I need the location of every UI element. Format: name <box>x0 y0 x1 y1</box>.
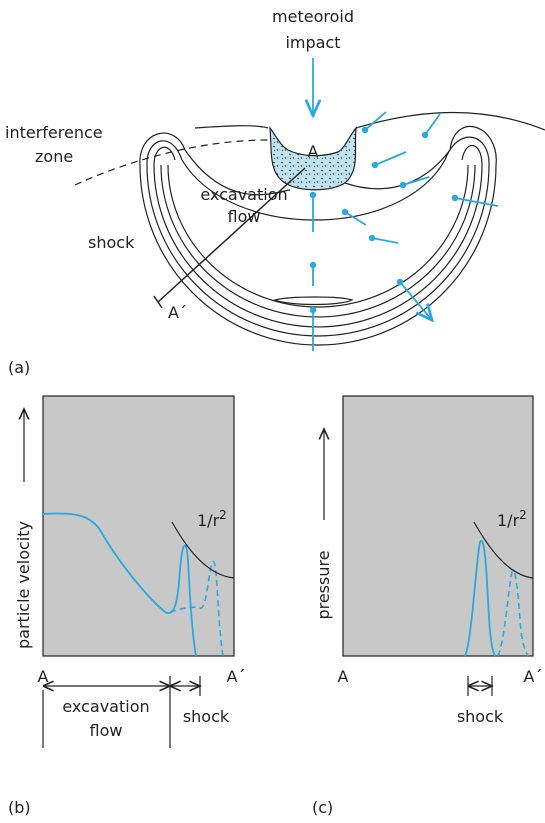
excavation-label: excavation <box>62 697 149 716</box>
section-line <box>157 167 306 303</box>
panel-label: (a) <box>8 358 30 377</box>
curve-label-base: 1/r <box>197 511 220 530</box>
curve-label: 1/r2 <box>197 508 227 530</box>
curve-label-exponent: 2 <box>519 508 527 522</box>
pressure-curve <box>464 539 496 657</box>
crater-fill <box>269 125 357 191</box>
interference-label: zone <box>35 147 73 166</box>
velocity-plot: 1/r2 particle velocity A A´ excavation f… <box>8 395 246 817</box>
interference-line <box>74 139 269 186</box>
pressure-plot: 1/r2 pressure A A´ shock (c) <box>312 395 543 817</box>
x-start: A <box>338 667 349 686</box>
interference-label: interference <box>5 123 103 142</box>
excavation-label: flow <box>90 721 123 740</box>
curve-label-base: 1/r <box>497 511 520 530</box>
shock-label: shock <box>88 233 135 252</box>
ground <box>194 111 545 131</box>
curve-label: 1/r2 <box>497 508 527 530</box>
decay-curve <box>473 521 534 579</box>
plot-area <box>42 395 235 657</box>
plot-area <box>342 395 534 657</box>
point-a: A <box>308 142 319 161</box>
velocity-curve-later <box>169 560 224 657</box>
decay-curve <box>171 521 235 579</box>
excavation-label: excavation <box>200 185 287 204</box>
section-tick <box>153 295 163 309</box>
y-axis-label: pressure <box>314 550 333 619</box>
impact-label: impact <box>285 33 340 52</box>
velocity-curve <box>42 512 197 657</box>
panel-label: (c) <box>312 798 333 817</box>
x-start: A <box>38 667 49 686</box>
flow-arrows <box>309 111 499 351</box>
impact-label: meteoroid <box>272 7 354 26</box>
shock-label: shock <box>183 707 230 726</box>
pressure-curve-later <box>497 570 529 657</box>
crater-diagram: meteoroid impact interference zone shock… <box>5 7 545 377</box>
curve-label-exponent: 2 <box>219 508 227 522</box>
y-axis-label: particle velocity <box>14 521 33 649</box>
shock-label: shock <box>457 707 504 726</box>
x-end: A´ <box>227 667 246 686</box>
point-a-prime: A´ <box>168 303 187 322</box>
shock-shells <box>139 125 497 346</box>
excavation-label: flow <box>228 207 261 226</box>
panel-label: (b) <box>8 798 31 817</box>
x-end: A´ <box>524 667 543 686</box>
